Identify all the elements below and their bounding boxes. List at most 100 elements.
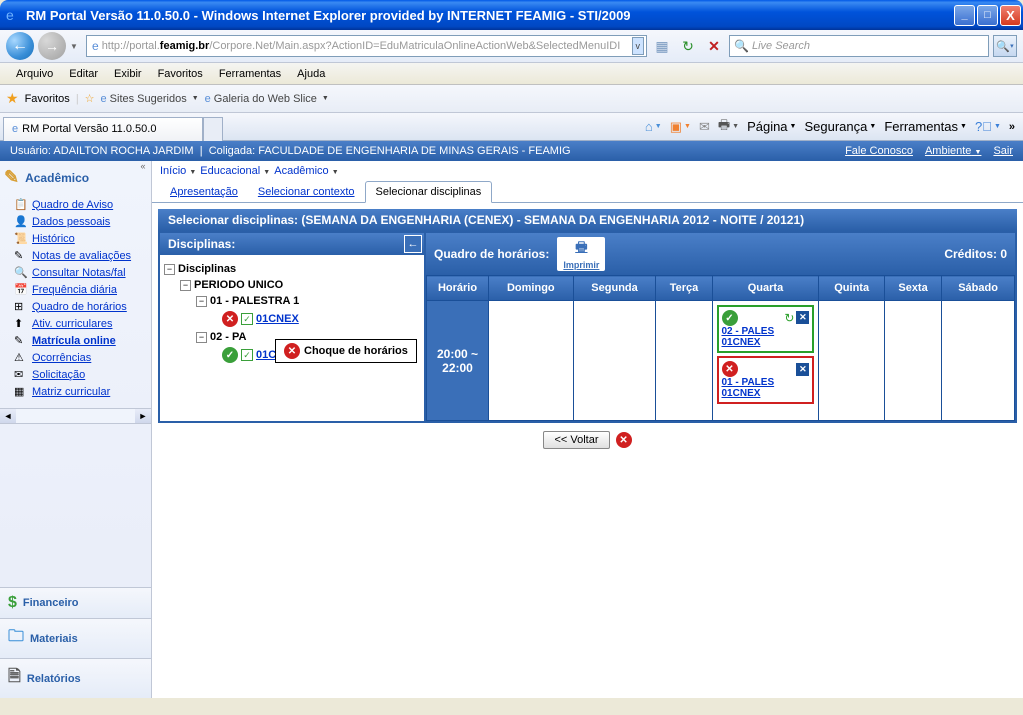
bc-inicio[interactable]: Início ▼: [160, 165, 196, 177]
bc-educacional[interactable]: Educacional ▼: [200, 165, 270, 177]
sidebar-item-5[interactable]: 📅Frequência diária: [6, 281, 145, 298]
tree-toggle-p2[interactable]: −: [196, 332, 207, 343]
maximize-button[interactable]: □: [977, 5, 998, 26]
tab-bar: e RM Portal Versão 11.0.50.0 ⌂▼ ▣▼ ✉ 🖶▼ …: [0, 113, 1023, 141]
checkbox-p1[interactable]: ✓: [241, 313, 253, 325]
sidebar-item-7[interactable]: ⬆Ativ. curriculares: [6, 315, 145, 332]
fav-sites-sugeridos[interactable]: eSites Sugeridos▼: [101, 93, 199, 105]
sidebar-financeiro[interactable]: $Financeiro: [0, 587, 151, 618]
feeds-button[interactable]: ▣▼: [670, 119, 691, 135]
menu-editar[interactable]: Editar: [61, 65, 106, 83]
disciplines-tree-panel: Disciplinas: ← −Disciplinas −PERIODO UNI…: [160, 233, 426, 421]
address-bar[interactable]: e http://portal.feamig.br/Corpore.Net/Ma…: [86, 35, 647, 57]
back-button[interactable]: ←: [6, 32, 34, 60]
menu-arquivo[interactable]: Arquivo: [8, 65, 61, 83]
document-tab[interactable]: e RM Portal Versão 11.0.50.0: [3, 117, 203, 141]
tree-back-button[interactable]: ←: [404, 235, 422, 253]
checkbox-p2[interactable]: ✓: [241, 349, 253, 361]
slot-close-1[interactable]: ✕: [796, 311, 809, 324]
subtab-disciplinas[interactable]: Selecionar disciplinas: [365, 181, 493, 203]
search-button[interactable]: 🔍▾: [993, 35, 1017, 57]
sidebar-collapse[interactable]: «: [135, 161, 151, 175]
subtab-apresentacao[interactable]: Apresentação: [160, 182, 248, 202]
sidebar-item-10[interactable]: ✉Solicitação: [6, 366, 145, 383]
tree-toggle-p1[interactable]: −: [196, 296, 207, 307]
navigation-bar: ← → ▼ e http://portal.feamig.br/Corpore.…: [0, 30, 1023, 63]
minimize-button[interactable]: _: [954, 5, 975, 26]
ambiente-menu[interactable]: Ambiente ▼: [925, 145, 981, 157]
search-box[interactable]: 🔍 Live Search: [729, 35, 989, 57]
sidebar-item-1[interactable]: 👤Dados pessoais: [6, 213, 145, 230]
col-horário: Horário: [427, 276, 489, 301]
sidebar-item-2[interactable]: 📜Histórico: [6, 230, 145, 247]
menu-ferramentas[interactable]: Ferramentas: [211, 65, 289, 83]
menu-favoritos[interactable]: Favoritos: [150, 65, 211, 83]
menu-ajuda[interactable]: Ajuda: [289, 65, 333, 83]
print-button[interactable]: 🖶▼: [718, 116, 739, 138]
window-title: RM Portal Versão 11.0.50.0 - Windows Int…: [26, 8, 954, 23]
search-icon: 🔍: [734, 39, 749, 53]
slot-link-1a[interactable]: 02 - PALES: [722, 326, 810, 337]
sidebar-item-6[interactable]: ⊞Quadro de horários: [6, 298, 145, 315]
compat-icon[interactable]: ▦: [651, 35, 673, 57]
sidebar-materiais[interactable]: 🗀Materiais: [0, 618, 151, 658]
bc-academico[interactable]: Acadêmico ▼: [274, 165, 338, 177]
slot-link-2b[interactable]: 01CNEX: [722, 388, 810, 399]
col-quarta: Quarta: [712, 276, 819, 301]
scroll-left[interactable]: ◄: [0, 409, 16, 423]
scroll-right[interactable]: ►: [135, 409, 151, 423]
sidebar-item-4[interactable]: 🔍Consultar Notas/fal: [6, 264, 145, 281]
cell-terca: [656, 301, 712, 421]
tooltip-choque: ✕ Choque de horários: [275, 339, 417, 363]
security-menu[interactable]: Segurança▼: [804, 119, 876, 134]
tree-toggle-periodo[interactable]: −: [180, 280, 191, 291]
sidebar: « ✎ Acadêmico 📋Quadro de Aviso👤Dados pes…: [0, 161, 152, 698]
nav-history-dropdown[interactable]: ▼: [70, 42, 82, 51]
voltar-button[interactable]: << Voltar: [543, 431, 609, 449]
fav-galeria[interactable]: eGaleria do Web Slice▼: [205, 93, 329, 105]
sidebar-relatorios[interactable]: 🗎Relatórios: [0, 658, 151, 698]
sidebar-section-academico: ✎ Acadêmico: [0, 161, 151, 192]
footer-buttons: << Voltar ✕: [152, 423, 1023, 457]
cell-quarta: ✓ ↻ ✕ 02 - PALES 01CNEX: [712, 301, 819, 421]
col-terça: Terça: [656, 276, 712, 301]
tree-toggle-root[interactable]: −: [164, 264, 175, 275]
sidebar-scrollbar[interactable]: ◄ ►: [0, 408, 151, 424]
col-sexta: Sexta: [884, 276, 941, 301]
slot-ok-icon: ✓: [722, 310, 738, 326]
cell-quinta: [819, 301, 884, 421]
tooltip-error-icon: ✕: [284, 343, 300, 359]
slot-close-2[interactable]: ✕: [796, 363, 809, 376]
subtab-contexto[interactable]: Selecionar contexto: [248, 182, 365, 202]
sair-link[interactable]: Sair: [993, 145, 1013, 157]
slot-link-2a[interactable]: 01 - PALES: [722, 377, 810, 388]
sidebar-item-0[interactable]: 📋Quadro de Aviso: [6, 196, 145, 213]
new-tab-button[interactable]: [203, 117, 223, 141]
page-menu[interactable]: Página▼: [747, 119, 796, 134]
tree-link-p1[interactable]: 01CNEX: [256, 313, 299, 325]
help-button[interactable]: ?⃝▼: [975, 119, 1001, 134]
add-favorite-icon[interactable]: ☆: [85, 92, 95, 105]
tools-menu[interactable]: Ferramentas▼: [884, 119, 967, 134]
stop-button[interactable]: ✕: [703, 35, 725, 57]
col-quinta: Quinta: [819, 276, 884, 301]
home-button[interactable]: ⌂▼: [645, 119, 662, 134]
sidebar-item-9[interactable]: ⚠Ocorrências: [6, 349, 145, 366]
favorites-star-icon[interactable]: ★: [6, 90, 19, 107]
refresh-icon[interactable]: ↻: [784, 311, 794, 325]
address-dropdown[interactable]: v: [632, 37, 645, 55]
tree-p2: 02 - PA: [210, 331, 246, 343]
mail-button[interactable]: ✉: [699, 119, 710, 135]
sidebar-item-11[interactable]: ▦Matriz curricular: [6, 383, 145, 400]
close-button[interactable]: X: [1000, 5, 1021, 26]
sidebar-item-8[interactable]: ✎Matrícula online: [6, 332, 145, 349]
content-area: Início ▼ Educacional ▼ Acadêmico ▼ Apres…: [152, 161, 1023, 698]
slot-link-1b[interactable]: 01CNEX: [722, 337, 810, 348]
favorites-label: Favoritos: [25, 93, 70, 105]
refresh-button[interactable]: ↻: [677, 35, 699, 57]
fale-conosco-link[interactable]: Fale Conosco: [845, 145, 913, 157]
menu-exibir[interactable]: Exibir: [106, 65, 150, 83]
print-link[interactable]: 🖶Imprimir: [557, 237, 605, 271]
cancel-icon[interactable]: ✕: [616, 432, 632, 448]
sidebar-item-3[interactable]: ✎Notas de avaliações: [6, 247, 145, 264]
